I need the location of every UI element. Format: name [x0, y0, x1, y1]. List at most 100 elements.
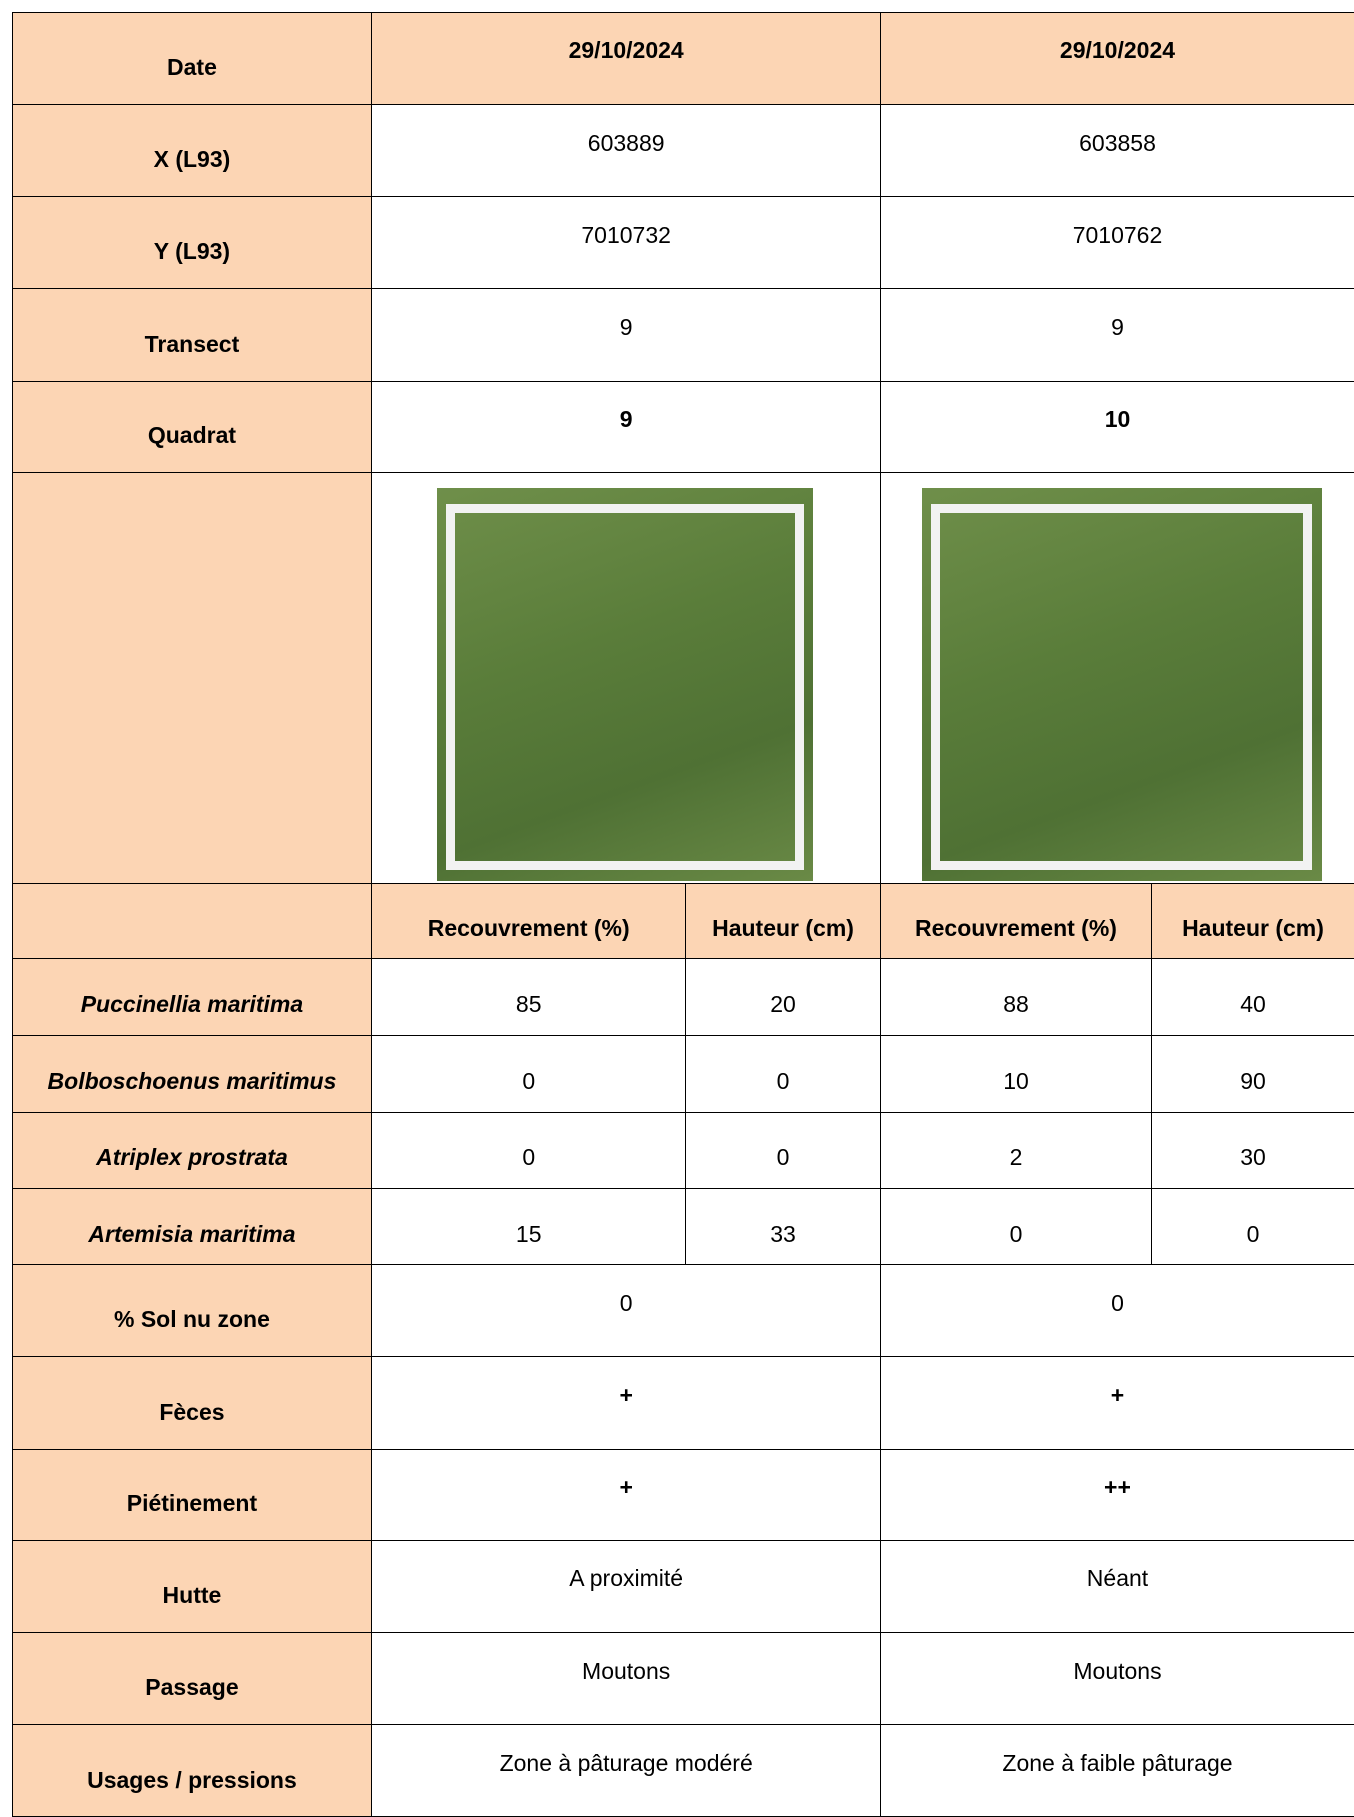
cell-value: Moutons: [879, 1631, 1354, 1726]
cell-value-text: +: [619, 1382, 633, 1409]
cell-value-text: 0: [776, 1067, 790, 1094]
column-header: Hauteur (cm): [1151, 883, 1354, 960]
cell-value: +: [371, 1356, 881, 1450]
cell-value: 29/10/2024: [879, 11, 1354, 105]
cell-value: Moutons: [371, 1631, 881, 1726]
quadrat-photo: [437, 487, 814, 882]
species-name-text: Artemisia maritima: [88, 1220, 296, 1247]
cell-value-text: 30: [1240, 1144, 1266, 1171]
column-header: Hauteur (cm): [685, 883, 881, 960]
cell-value-text: Moutons: [582, 1657, 671, 1684]
cell-value: ++: [879, 1448, 1354, 1541]
cell-value: 10: [879, 380, 1354, 473]
row-label-text: Quadrat: [147, 422, 237, 449]
cell-value: 0: [879, 1187, 1152, 1266]
row-label-text: Usages / pressions: [87, 1766, 297, 1793]
cell-value-text: 10: [1003, 1067, 1029, 1094]
cell-value: 0: [879, 1264, 1354, 1358]
row-label-text: Hutte: [162, 1582, 222, 1609]
cell-value: 90: [1151, 1034, 1354, 1113]
row-label: Piétinement: [11, 1448, 373, 1541]
cell-value-text: 7010762: [1072, 221, 1163, 248]
cell-value: 9: [371, 288, 881, 382]
empty-label: [11, 883, 373, 960]
cell-value-text: +: [619, 1473, 633, 1500]
cell-value-text: 33: [770, 1220, 796, 1247]
cell-value: 0: [685, 1111, 881, 1189]
cell-value: 9: [879, 288, 1354, 382]
cell-value: 0: [1151, 1187, 1354, 1266]
row-label: Usages / pressions: [11, 1724, 373, 1817]
cell-value-text: 85: [515, 991, 542, 1018]
cell-value: 7010762: [879, 196, 1354, 290]
cell-value-text: +: [1110, 1382, 1125, 1409]
cell-value: 0: [685, 1034, 881, 1113]
cell-value-text: Néant: [1086, 1565, 1149, 1592]
cell-value-text: 20: [770, 991, 796, 1018]
cell-value: 0: [371, 1034, 687, 1113]
row-label-text: % Sol nu zone: [114, 1306, 270, 1333]
row-label: Fèces: [11, 1356, 373, 1450]
column-header-text: Recouvrement (%): [915, 915, 1117, 942]
species-name-text: Atriplex prostrata: [96, 1144, 288, 1171]
empty-label: [11, 471, 373, 885]
cell-value: +: [371, 1448, 881, 1541]
quadrat-photo: [921, 487, 1322, 882]
row-label-text: X (L93): [153, 146, 231, 173]
cell-value: 88: [879, 958, 1152, 1036]
cell-value: Zone à pâturage modéré: [371, 1724, 881, 1817]
cell-value-text: 9: [619, 405, 633, 432]
cell-value-text: 7010732: [581, 221, 671, 248]
cell-value-text: 0: [619, 1289, 633, 1316]
row-label: X (L93): [11, 103, 373, 198]
species-name: Puccinellia maritima: [11, 958, 373, 1036]
row-label: % Sol nu zone: [11, 1264, 373, 1358]
row-label-text: Piétinement: [126, 1490, 258, 1517]
cell-value: 9: [371, 380, 881, 473]
species-name-text: Puccinellia maritima: [80, 991, 304, 1018]
cell-value-text: 10: [1104, 405, 1131, 432]
cell-value: 603858: [879, 103, 1354, 198]
species-name: Artemisia maritima: [11, 1187, 373, 1266]
cell-value: 10: [879, 1034, 1152, 1113]
column-header-text: Hauteur (cm): [1182, 915, 1324, 942]
cell-value-text: 29/10/2024: [1059, 37, 1176, 64]
cell-value-text: ++: [1104, 1473, 1131, 1500]
cell-value: 29/10/2024: [371, 11, 881, 105]
cell-value: 15: [371, 1187, 687, 1266]
cell-value: Néant: [879, 1539, 1354, 1633]
cell-value: 603889: [371, 103, 881, 198]
cell-value-text: 88: [1003, 991, 1029, 1018]
cell-value-text: Zone à faible pâturage: [1002, 1749, 1233, 1776]
column-header: Recouvrement (%): [371, 883, 687, 960]
quadrat-frame: [446, 503, 804, 870]
cell-value-text: 0: [522, 1067, 536, 1094]
row-label-text: Fèces: [159, 1398, 225, 1425]
cell-value: 85: [371, 958, 687, 1036]
column-header: Recouvrement (%): [879, 883, 1152, 960]
row-label: Passage: [11, 1631, 373, 1726]
column-header-text: Recouvrement (%): [427, 915, 630, 942]
row-label: Date: [11, 11, 373, 105]
cell-value: 40: [1151, 958, 1354, 1036]
cell-value-text: 603858: [1079, 129, 1156, 156]
cell-value-text: 29/10/2024: [568, 37, 684, 64]
cell-value-text: A proximité: [569, 1565, 684, 1592]
row-label: Quadrat: [11, 380, 373, 473]
row-label: Hutte: [11, 1539, 373, 1633]
quadrat-frame: [930, 503, 1313, 870]
cell-value-text: 603889: [587, 129, 665, 156]
cell-value-text: 90: [1240, 1067, 1266, 1094]
cell-value-text: 15: [515, 1220, 542, 1247]
cell-value: 7010732: [371, 196, 881, 290]
cell-value: 33: [685, 1187, 881, 1266]
cell-value-text: 2: [1009, 1144, 1023, 1171]
cell-value: 30: [1151, 1111, 1354, 1189]
row-label-text: Transect: [144, 330, 240, 357]
cell-value-text: 40: [1240, 991, 1266, 1018]
species-name: Bolboschoenus maritimus: [11, 1034, 373, 1113]
species-name-text: Bolboschoenus maritimus: [47, 1067, 337, 1094]
cell-value: A proximité: [371, 1539, 881, 1633]
cell-value: Zone à faible pâturage: [879, 1724, 1354, 1817]
